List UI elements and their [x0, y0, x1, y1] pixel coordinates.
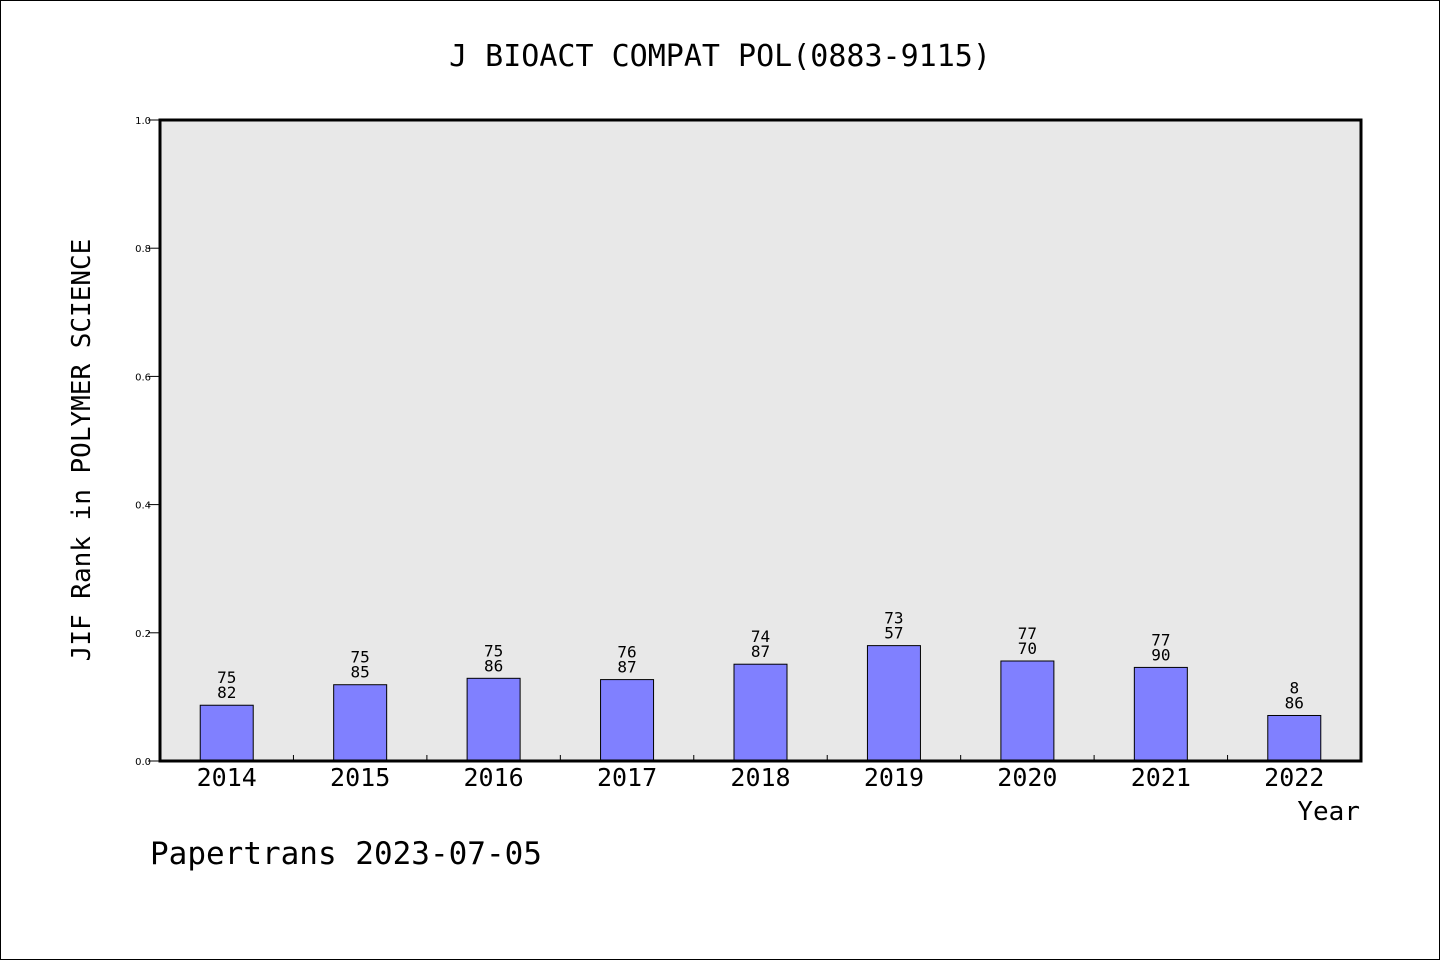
bar-2020	[1000, 660, 1055, 762]
y-axis-ticks: 0.0 0.2 0.4 0.6 0.8 1.0	[135, 116, 160, 768]
bar-label-bottom: 57	[884, 624, 903, 643]
plot-border	[158, 118, 1363, 763]
y-tick-label: 0.0	[135, 757, 151, 768]
x-tick-label: 2019	[864, 763, 924, 792]
x-tick-label: 2016	[464, 763, 524, 792]
bar-label-top: 77	[1151, 630, 1170, 649]
bar-label-top: 77	[1018, 624, 1037, 643]
bar-label-bottom: 86	[1285, 693, 1304, 712]
bar-label-bottom: 86	[484, 656, 503, 675]
bars-group	[199, 645, 1322, 762]
bar-2017	[600, 679, 655, 762]
chart-title: J BIOACT COMPAT POL(0883-9115)	[449, 39, 991, 74]
bar-label-bottom: 87	[751, 642, 770, 661]
bar-2021	[1133, 666, 1188, 762]
bar-2018	[733, 663, 788, 762]
bar-2019	[866, 645, 921, 762]
bar-label-bottom: 87	[617, 658, 636, 677]
plot-area	[160, 120, 1361, 761]
footer-credit: Papertrans 2023-07-05	[150, 836, 542, 872]
bar-label-top: 75	[351, 648, 370, 667]
bar-label-bottom: 85	[351, 663, 370, 682]
x-axis-label: Year	[1297, 797, 1360, 827]
y-tick-label: 1.0	[135, 116, 151, 127]
x-tick-label: 2014	[197, 763, 257, 792]
y-tick-label: 0.8	[135, 244, 151, 255]
bar-label-top: 75	[217, 668, 236, 687]
x-tick-label: 2017	[597, 763, 657, 792]
bar-label-bottom: 82	[217, 683, 236, 702]
bar-label-bottom: 90	[1151, 645, 1170, 664]
x-tick-label: 2021	[1131, 763, 1191, 792]
bar-2022	[1267, 714, 1322, 762]
bar-label-top: 76	[617, 643, 636, 662]
bar-label-top: 74	[751, 627, 770, 646]
bar-2016	[466, 677, 521, 762]
bar-label-top: 75	[484, 641, 503, 660]
x-tick-label: 2022	[1264, 763, 1324, 792]
bar-label-top: 8	[1289, 678, 1299, 697]
y-tick-label: 0.6	[135, 372, 151, 383]
x-tick-label: 2020	[997, 763, 1057, 792]
bar-label-bottom: 70	[1018, 639, 1037, 658]
bar-label-top: 73	[884, 609, 903, 628]
x-tick-label: 2018	[730, 763, 790, 792]
x-tick-label: 2015	[330, 763, 390, 792]
y-tick-label: 0.4	[135, 501, 151, 512]
x-axis-ticks: 2014 2015 2016 2017 2018 2019 2020 2021 2022	[197, 755, 1324, 792]
bar-2014	[199, 704, 254, 762]
y-axis-label: JIF Rank in POLYMER SCIENCE	[67, 239, 97, 662]
y-tick-label: 0.2	[135, 629, 151, 640]
bar-2015	[333, 684, 388, 762]
